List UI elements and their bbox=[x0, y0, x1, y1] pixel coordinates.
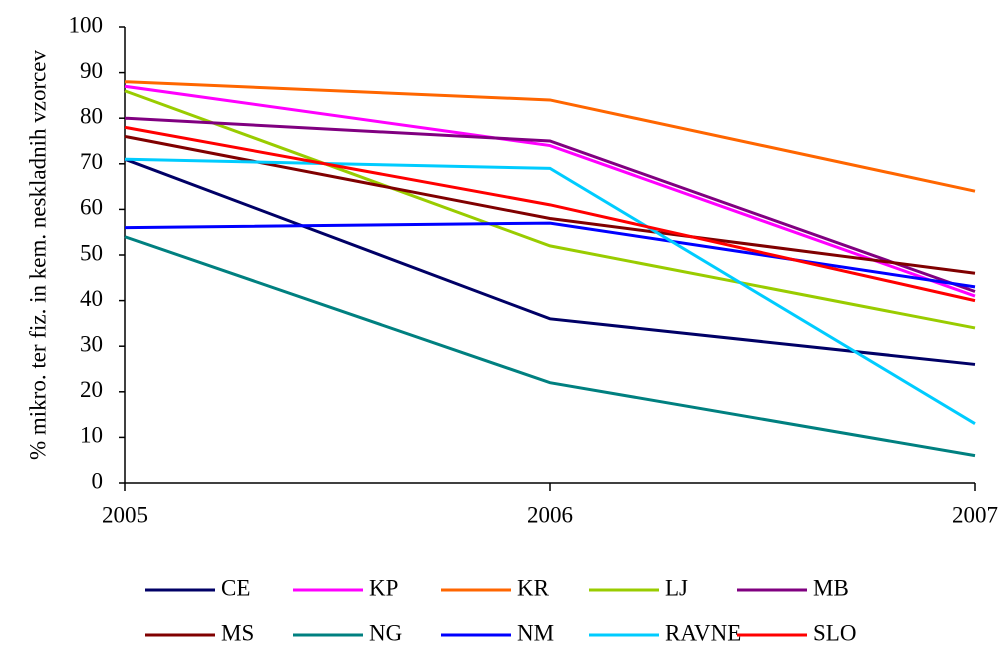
y-tick-label: 20 bbox=[80, 377, 103, 402]
legend-label: SLO bbox=[813, 620, 856, 645]
legend-label: LJ bbox=[665, 575, 688, 600]
legend-label: NM bbox=[517, 620, 554, 645]
x-tick-label: 2007 bbox=[952, 502, 998, 527]
y-tick-label: 90 bbox=[80, 58, 103, 83]
legend-label: MS bbox=[221, 620, 254, 645]
series-line bbox=[124, 134, 976, 275]
legend-label: MB bbox=[813, 575, 849, 600]
legend-label: CE bbox=[221, 575, 250, 600]
series-line bbox=[124, 157, 976, 366]
series-line bbox=[124, 116, 976, 293]
x-tick-label: 2006 bbox=[527, 502, 573, 527]
y-tick-label: 100 bbox=[69, 12, 104, 37]
legend-label: KR bbox=[517, 575, 550, 600]
legend-label: RAVNE bbox=[665, 620, 741, 645]
y-tick-label: 10 bbox=[80, 423, 103, 448]
series-line bbox=[124, 84, 976, 298]
y-tick-label: 40 bbox=[80, 286, 103, 311]
y-tick-label: 60 bbox=[80, 195, 103, 220]
y-tick-label: 50 bbox=[80, 240, 103, 265]
series-line bbox=[124, 157, 976, 426]
series-line bbox=[124, 89, 976, 330]
series-line bbox=[124, 235, 976, 458]
series-line bbox=[124, 125, 976, 303]
legend-label: NG bbox=[369, 620, 402, 645]
y-tick-label: 30 bbox=[80, 331, 103, 356]
y-axis-label: % mikro. ter fiz. in kem. neskladnih vzo… bbox=[25, 49, 50, 460]
y-tick-label: 80 bbox=[80, 103, 103, 128]
y-tick-label: 0 bbox=[92, 468, 104, 493]
series-line bbox=[124, 80, 976, 193]
x-tick-label: 2005 bbox=[102, 502, 148, 527]
legend-label: KP bbox=[369, 575, 398, 600]
y-tick-label: 70 bbox=[80, 149, 103, 174]
series-line bbox=[124, 221, 976, 289]
